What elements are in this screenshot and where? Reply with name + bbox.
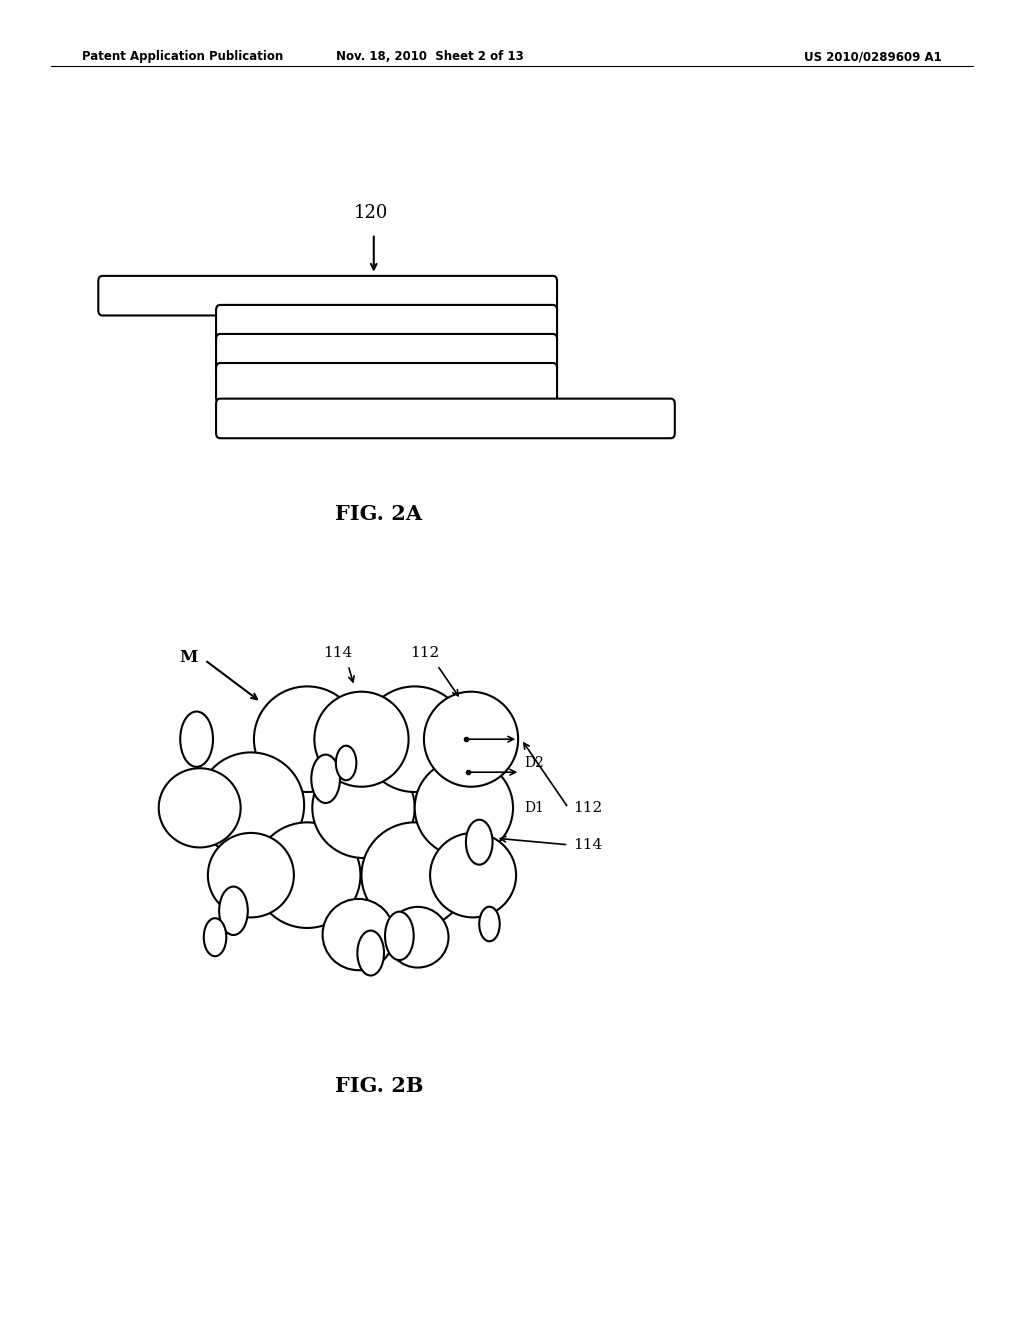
- Text: D2: D2: [524, 756, 544, 770]
- FancyBboxPatch shape: [216, 363, 557, 403]
- Ellipse shape: [198, 752, 304, 858]
- Ellipse shape: [311, 755, 340, 803]
- Ellipse shape: [204, 919, 226, 956]
- FancyBboxPatch shape: [216, 305, 557, 345]
- Text: 114: 114: [573, 838, 603, 851]
- Text: D1: D1: [524, 801, 544, 814]
- Ellipse shape: [208, 833, 294, 917]
- Text: FIG. 2B: FIG. 2B: [335, 1076, 423, 1096]
- Ellipse shape: [314, 692, 409, 787]
- Text: M: M: [179, 649, 198, 667]
- Text: 114: 114: [324, 645, 352, 660]
- FancyBboxPatch shape: [98, 276, 557, 315]
- Ellipse shape: [430, 833, 516, 917]
- Ellipse shape: [424, 692, 518, 787]
- Text: 112: 112: [573, 801, 603, 814]
- Text: Patent Application Publication: Patent Application Publication: [82, 50, 284, 63]
- Ellipse shape: [385, 912, 414, 960]
- FancyBboxPatch shape: [216, 399, 675, 438]
- Text: Nov. 18, 2010  Sheet 2 of 13: Nov. 18, 2010 Sheet 2 of 13: [336, 50, 524, 63]
- Text: 120: 120: [353, 203, 388, 222]
- Ellipse shape: [312, 758, 415, 858]
- Ellipse shape: [159, 768, 241, 847]
- Ellipse shape: [387, 907, 449, 968]
- Text: US 2010/0289609 A1: US 2010/0289609 A1: [804, 50, 942, 63]
- Ellipse shape: [466, 820, 493, 865]
- Ellipse shape: [361, 822, 468, 928]
- FancyBboxPatch shape: [216, 334, 557, 374]
- Ellipse shape: [361, 686, 468, 792]
- Ellipse shape: [323, 899, 394, 970]
- Ellipse shape: [357, 931, 384, 975]
- Text: 112: 112: [411, 645, 439, 660]
- Ellipse shape: [336, 746, 356, 780]
- Ellipse shape: [415, 759, 513, 857]
- Ellipse shape: [254, 686, 360, 792]
- Ellipse shape: [219, 887, 248, 935]
- Ellipse shape: [479, 907, 500, 941]
- Text: FIG. 2A: FIG. 2A: [335, 504, 423, 524]
- Ellipse shape: [180, 711, 213, 767]
- Ellipse shape: [254, 822, 360, 928]
